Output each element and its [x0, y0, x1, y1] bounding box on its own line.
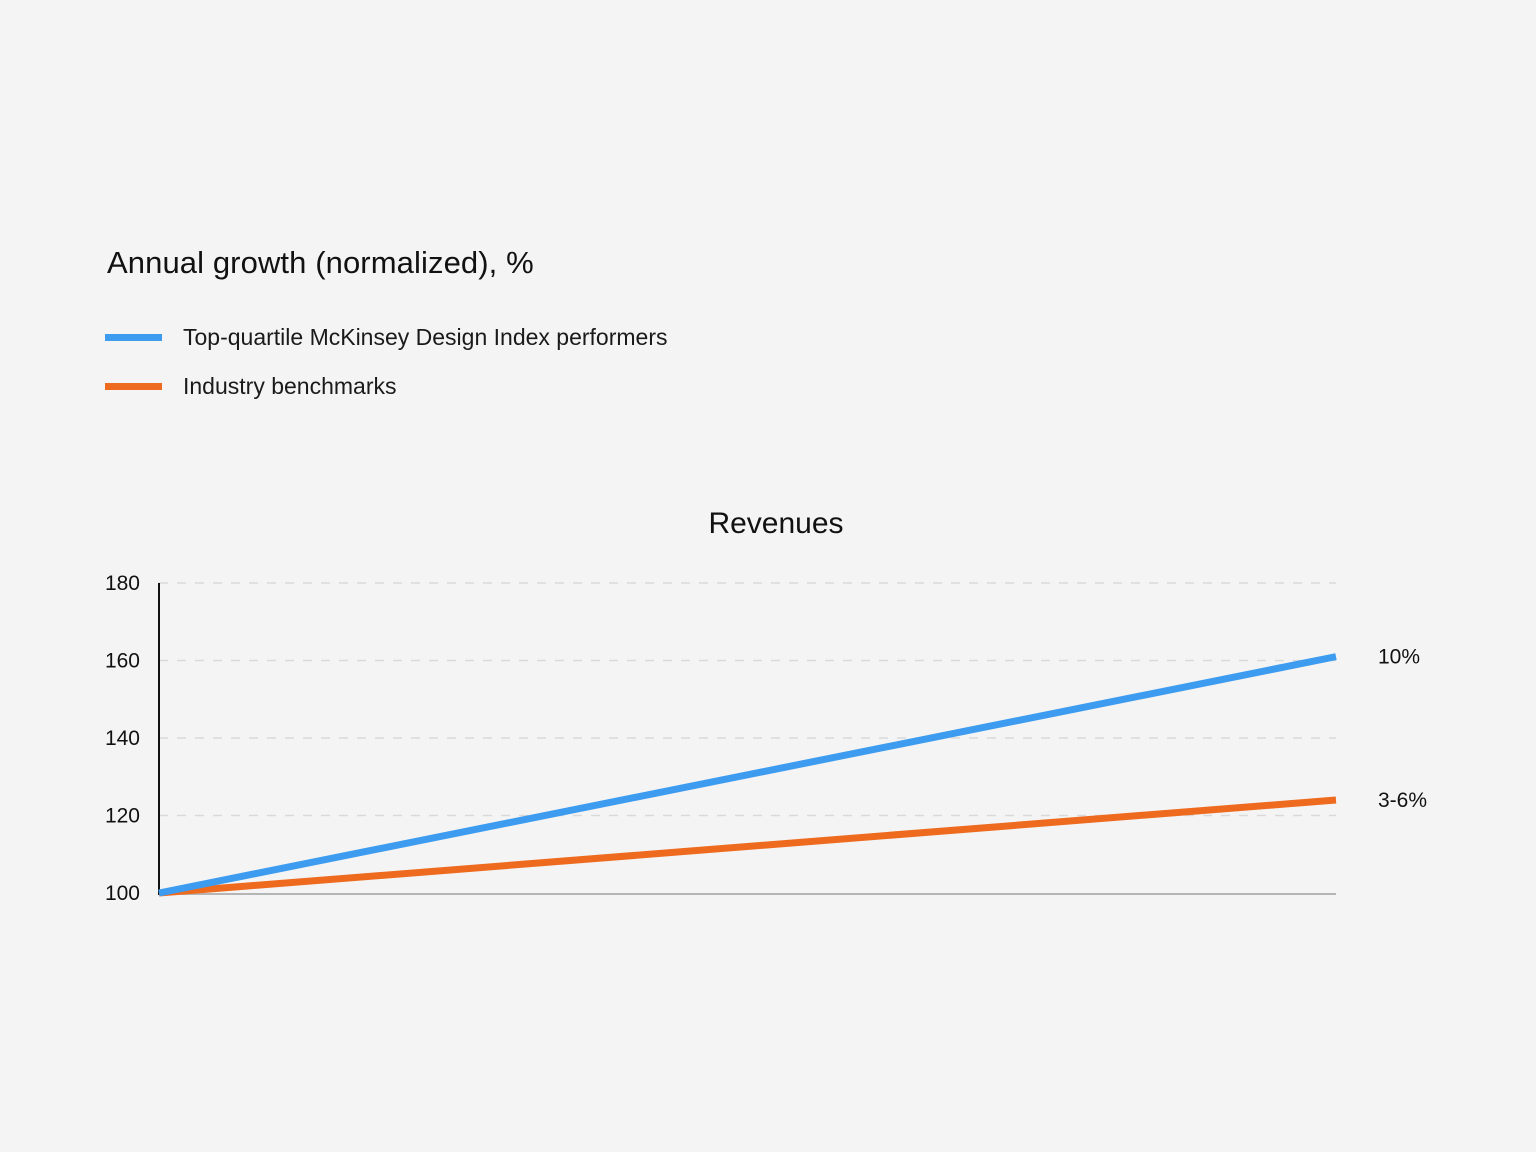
legend-item-top-quartile: Top-quartile McKinsey Design Index perfo…	[105, 320, 667, 354]
y-tick-label-160: 160	[105, 650, 140, 673]
legend-label-industry: Industry benchmarks	[183, 372, 397, 399]
end-label-1: 3-6%	[1378, 789, 1427, 812]
series-layer	[158, 653, 1337, 897]
label-layer: 10% 3-6%	[1378, 646, 1427, 812]
grid-layer	[159, 582, 1336, 817]
y-tick-label-100: 100	[105, 882, 140, 905]
legend-swatch-top-quartile	[105, 333, 162, 341]
legend-label-top-quartile: Top-quartile McKinsey Design Index perfo…	[183, 323, 668, 350]
end-label-0: 10%	[1378, 646, 1420, 669]
chart-heading: Annual growth (normalized), %	[107, 245, 534, 280]
chart-title: Revenues	[708, 507, 843, 540]
legend: Top-quartile McKinsey Design Index perfo…	[105, 320, 667, 418]
y-tick-label-180: 180	[105, 572, 140, 595]
y-tick-label-120: 120	[105, 805, 140, 828]
series-line-1	[158, 796, 1337, 897]
legend-item-industry: Industry benchmarks	[105, 369, 667, 403]
axis-layer: 100 120 140 160 180	[105, 572, 1336, 905]
legend-swatch-industry	[105, 382, 162, 390]
y-tick-label-140: 140	[105, 727, 140, 750]
series-line-0	[158, 653, 1337, 897]
